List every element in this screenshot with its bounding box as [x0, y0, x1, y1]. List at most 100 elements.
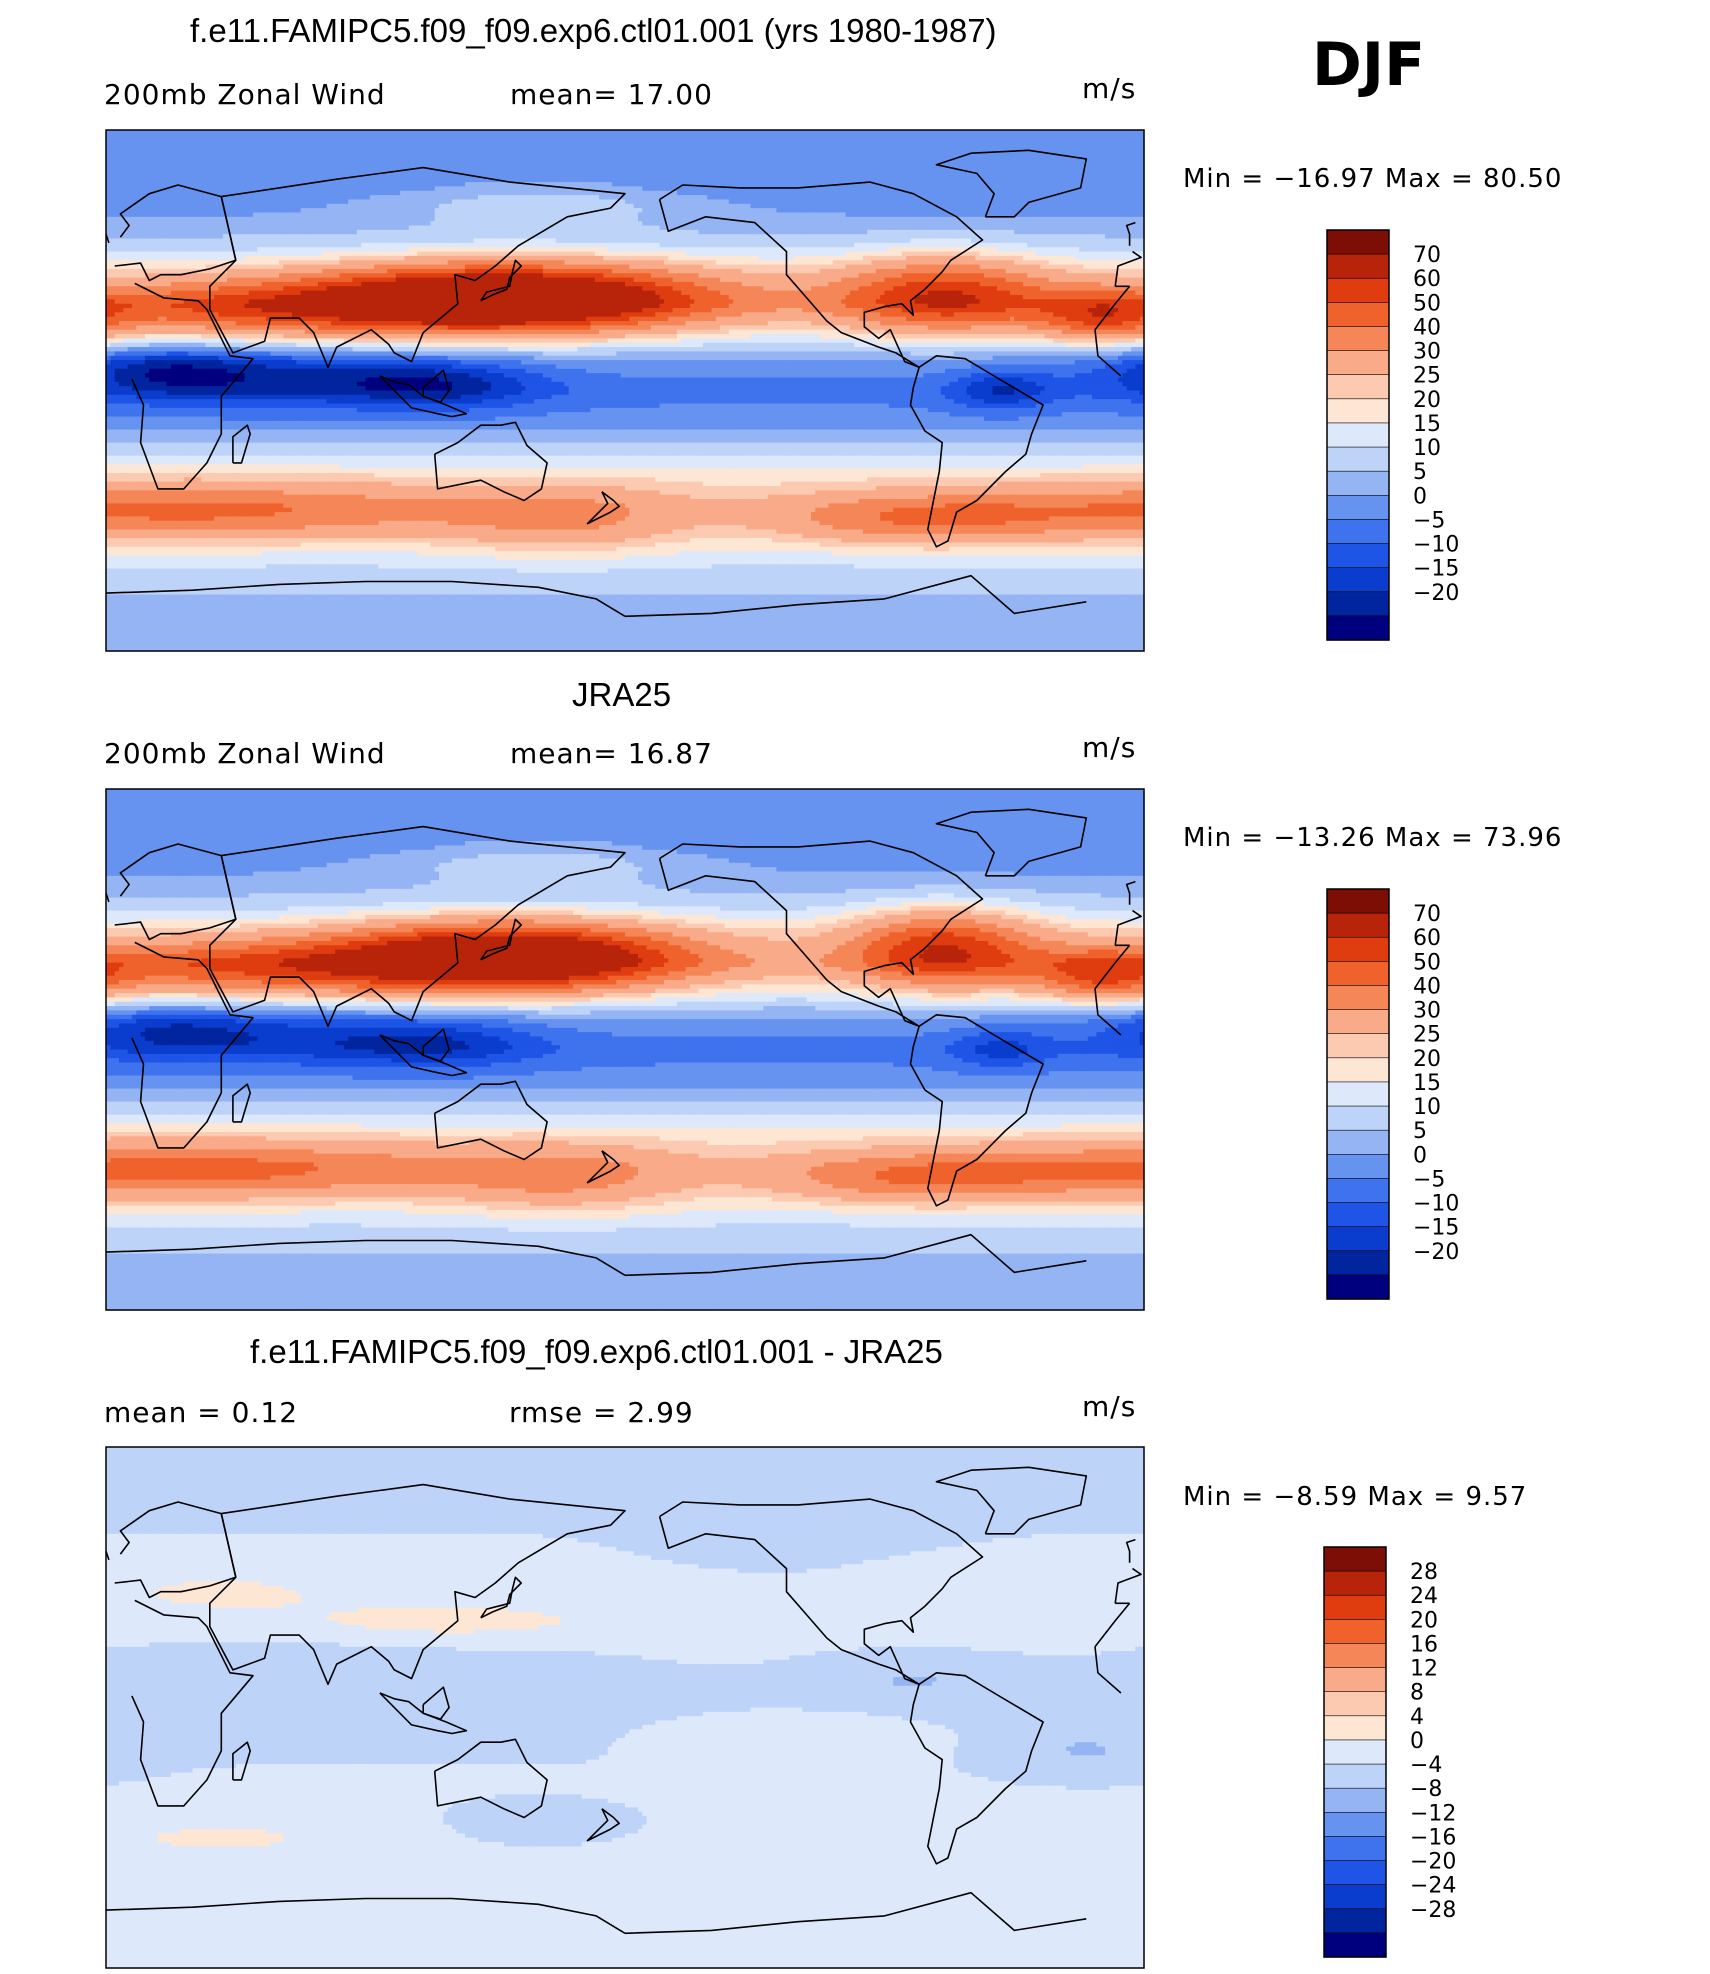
heatmap-cell — [595, 134, 600, 139]
heatmap-cell — [452, 160, 457, 165]
heatmap-cell — [495, 160, 500, 165]
heatmap-cell — [993, 139, 998, 144]
heatmap-cell — [1114, 134, 1119, 139]
heatmap-cell — [547, 134, 552, 139]
heatmap-cell — [681, 160, 686, 165]
heatmap-cell — [612, 169, 617, 174]
heatmap-cell — [746, 160, 751, 165]
heatmap-cell — [686, 143, 691, 148]
heatmap-cell — [430, 152, 435, 157]
heatmap-cell — [201, 156, 206, 161]
heatmap-cell — [435, 160, 440, 165]
heatmap-cell — [357, 156, 362, 161]
heatmap-cell — [573, 143, 578, 148]
heatmap-cell — [197, 173, 202, 178]
heatmap-cell — [988, 165, 993, 170]
heatmap-cell — [1019, 156, 1024, 161]
heatmap-cell — [1066, 160, 1071, 165]
heatmap-cell — [201, 139, 206, 144]
heatmap-cell — [210, 165, 215, 170]
heatmap-cell — [171, 156, 176, 161]
heatmap-cell — [906, 139, 911, 144]
heatmap-cell — [1036, 160, 1041, 165]
heatmap-cell — [1101, 160, 1106, 165]
heatmap-cell — [993, 160, 998, 165]
heatmap-cell — [145, 156, 150, 161]
heatmap-cell — [430, 173, 435, 178]
heatmap-cell — [344, 139, 349, 144]
heatmap-cell — [897, 160, 902, 165]
heatmap-cell — [500, 139, 505, 144]
heatmap-cell — [167, 147, 172, 152]
heatmap-cell — [301, 147, 306, 152]
heatmap-cell — [582, 134, 587, 139]
heatmap-cell — [314, 139, 319, 144]
heatmap-cell — [223, 156, 228, 161]
heatmap-cell — [586, 134, 591, 139]
heatmap-cell — [149, 160, 154, 165]
heatmap-cell — [720, 165, 725, 170]
heatmap-cell — [270, 152, 275, 157]
heatmap-cell — [945, 134, 950, 139]
heatmap-cell — [742, 147, 747, 152]
heatmap-cell — [448, 147, 453, 152]
heatmap-cell — [798, 134, 803, 139]
heatmap-cell — [426, 139, 431, 144]
heatmap-cell — [1131, 165, 1136, 170]
heatmap-cell — [270, 134, 275, 139]
heatmap-cell — [1027, 139, 1032, 144]
heatmap-cell — [880, 160, 885, 165]
heatmap-cell — [850, 165, 855, 170]
heatmap-cell — [638, 156, 643, 161]
heatmap-cell — [162, 156, 167, 161]
heatmap-cell — [201, 173, 206, 178]
heatmap-cell — [551, 134, 556, 139]
heatmap-cell — [1083, 134, 1088, 139]
heatmap-cell — [370, 152, 375, 157]
heatmap-cell — [227, 147, 232, 152]
heatmap-cell — [634, 143, 639, 148]
heatmap-cell — [859, 147, 864, 152]
heatmap-cell — [262, 139, 267, 144]
heatmap-cell — [439, 143, 444, 148]
heatmap-cell — [1036, 143, 1041, 148]
heatmap-cell — [180, 160, 185, 165]
heatmap-cell — [681, 134, 686, 139]
heatmap-cell — [188, 147, 193, 152]
heatmap-cell — [859, 169, 864, 174]
heatmap-cell — [1032, 143, 1037, 148]
heatmap-cell — [828, 134, 833, 139]
heatmap-cell — [794, 169, 799, 174]
heatmap-cell — [469, 147, 474, 152]
heatmap-cell — [162, 147, 167, 152]
heatmap-cell — [452, 134, 457, 139]
heatmap-cell — [422, 169, 427, 174]
heatmap-cell — [508, 134, 513, 139]
heatmap-cell — [214, 139, 219, 144]
heatmap-cell — [383, 134, 388, 139]
heatmap-cell — [586, 165, 591, 170]
heatmap-cell — [128, 173, 133, 178]
heatmap-cell — [543, 152, 548, 157]
heatmap-cell — [962, 160, 967, 165]
heatmap-cell — [504, 152, 509, 157]
heatmap-cell — [634, 156, 639, 161]
heatmap-cell — [257, 156, 262, 161]
heatmap-cell — [128, 160, 133, 165]
heatmap-cell — [482, 139, 487, 144]
heatmap-cell — [188, 134, 193, 139]
heatmap-cell — [292, 152, 297, 157]
heatmap-cell — [850, 169, 855, 174]
heatmap-cell — [521, 143, 526, 148]
heatmap-cell — [828, 169, 833, 174]
heatmap-cell — [841, 156, 846, 161]
heatmap-cell — [348, 134, 353, 139]
heatmap-cell — [253, 147, 258, 152]
heatmap-cell — [141, 156, 146, 161]
heatmap-cell — [136, 156, 141, 161]
heatmap-cell — [794, 134, 799, 139]
heatmap-cell — [755, 156, 760, 161]
heatmap-cell — [1127, 160, 1132, 165]
heatmap-cell — [318, 165, 323, 170]
heatmap-cell — [461, 143, 466, 148]
